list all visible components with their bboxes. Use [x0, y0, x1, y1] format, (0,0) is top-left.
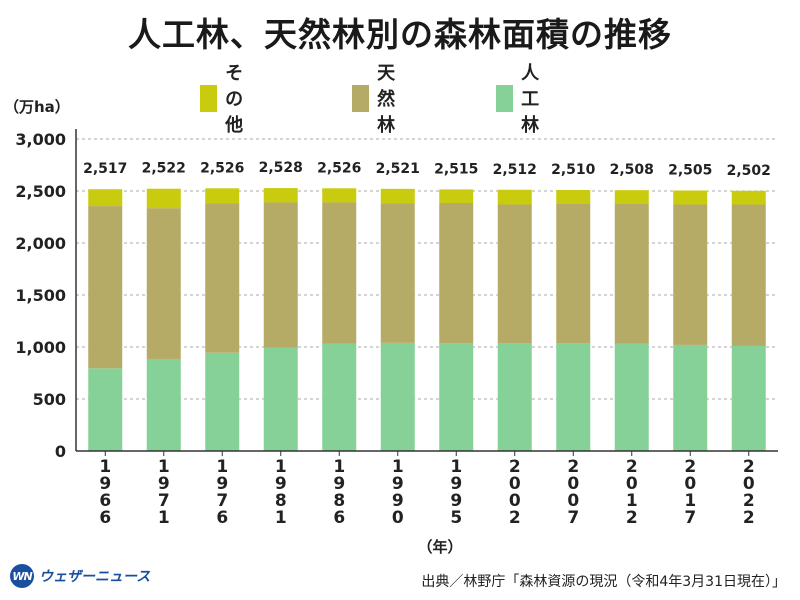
bar-segment: [439, 202, 474, 344]
bar-segment: [497, 343, 532, 451]
legend-swatch: [352, 84, 370, 112]
legend-item: その他: [200, 63, 256, 136]
bar-segment: [614, 204, 649, 344]
logo-mark-icon: WN: [10, 564, 34, 588]
bar-segment: [88, 368, 123, 451]
bar-segment: [380, 188, 415, 204]
bar-segment: [88, 206, 123, 369]
total-label: 2,510: [551, 162, 596, 178]
y-tick-label: 500: [33, 390, 66, 409]
bar-segment: [146, 208, 181, 359]
bar-segment: [322, 343, 357, 451]
weathernews-logo: WN ウェザーニュース: [10, 564, 150, 588]
bar-segment: [263, 202, 298, 348]
bar-segment: [205, 188, 240, 204]
total-label: 2,512: [493, 162, 537, 178]
bar-segment: [205, 352, 240, 451]
total-label: 2,522: [142, 161, 186, 177]
total-label: 2,515: [434, 161, 478, 177]
bar-segment: [263, 188, 298, 203]
y-tick-label: 1,500: [15, 286, 66, 305]
bar-segment: [263, 347, 298, 451]
stacked-bar-chart: 0 500 1,000 1,500 2,000 2,500 3,000 （万ha） 2,517 1…: [4, 98, 778, 556]
bar-segment: [380, 342, 415, 451]
bar-segment: [614, 343, 649, 451]
logo-text: ウェザーニュース: [39, 569, 151, 585]
bar-segment: [556, 343, 591, 451]
x-axis-label: （年）: [417, 538, 462, 556]
bar-segment: [146, 188, 181, 209]
chart-title: 人工林、天然林別の森林面積の推移: [128, 15, 672, 54]
bar-segment: [439, 343, 474, 451]
total-label: 2,502: [727, 163, 771, 179]
legend-swatch: [496, 84, 514, 112]
total-label: 2,505: [668, 162, 712, 178]
y-tick-label: 0: [55, 442, 66, 461]
bar-segment: [146, 358, 181, 451]
total-label: 2,528: [259, 160, 303, 176]
bar-segment: [673, 204, 708, 345]
bar-segment: [731, 190, 766, 205]
total-label: 2,508: [610, 162, 654, 178]
legend-item: 人工林: [496, 63, 552, 136]
legend-item: 天然林: [352, 63, 408, 136]
bar-segment: [439, 189, 474, 203]
total-label: 2,517: [83, 161, 127, 177]
bar-segment: [497, 204, 532, 344]
bar-segment: [205, 203, 240, 353]
bar-segment: [322, 188, 357, 203]
bar-segment: [497, 189, 532, 205]
bar-segment: [88, 189, 123, 207]
bar-segment: [322, 202, 357, 344]
bar-segment: [731, 345, 766, 451]
legend-swatch: [200, 84, 218, 112]
bar-segment: [614, 190, 649, 204]
legend-label: 天然林: [377, 63, 396, 136]
bar-segment: [673, 344, 708, 451]
total-label: 2,521: [376, 161, 420, 177]
y-tick-label: 2,500: [15, 182, 66, 201]
total-label: 2,526: [317, 160, 361, 176]
bar-segment: [731, 204, 766, 346]
source-note: 出典／林野庁「森林資源の現況（令和4年3月31日現在）」: [421, 574, 786, 590]
bar-segment: [673, 190, 708, 205]
y-tick-label: 1,000: [15, 338, 66, 357]
bar-segment: [380, 203, 415, 343]
total-label: 2,526: [200, 160, 244, 176]
y-axis-label: （万ha）: [4, 98, 70, 116]
y-tick-label: 2,000: [15, 234, 66, 253]
y-tick-label: 3,000: [15, 130, 66, 149]
bar-segment: [556, 189, 591, 204]
legend-label: その他: [225, 63, 244, 136]
legend-label: 人工林: [521, 63, 540, 136]
bar-segment: [556, 204, 591, 344]
